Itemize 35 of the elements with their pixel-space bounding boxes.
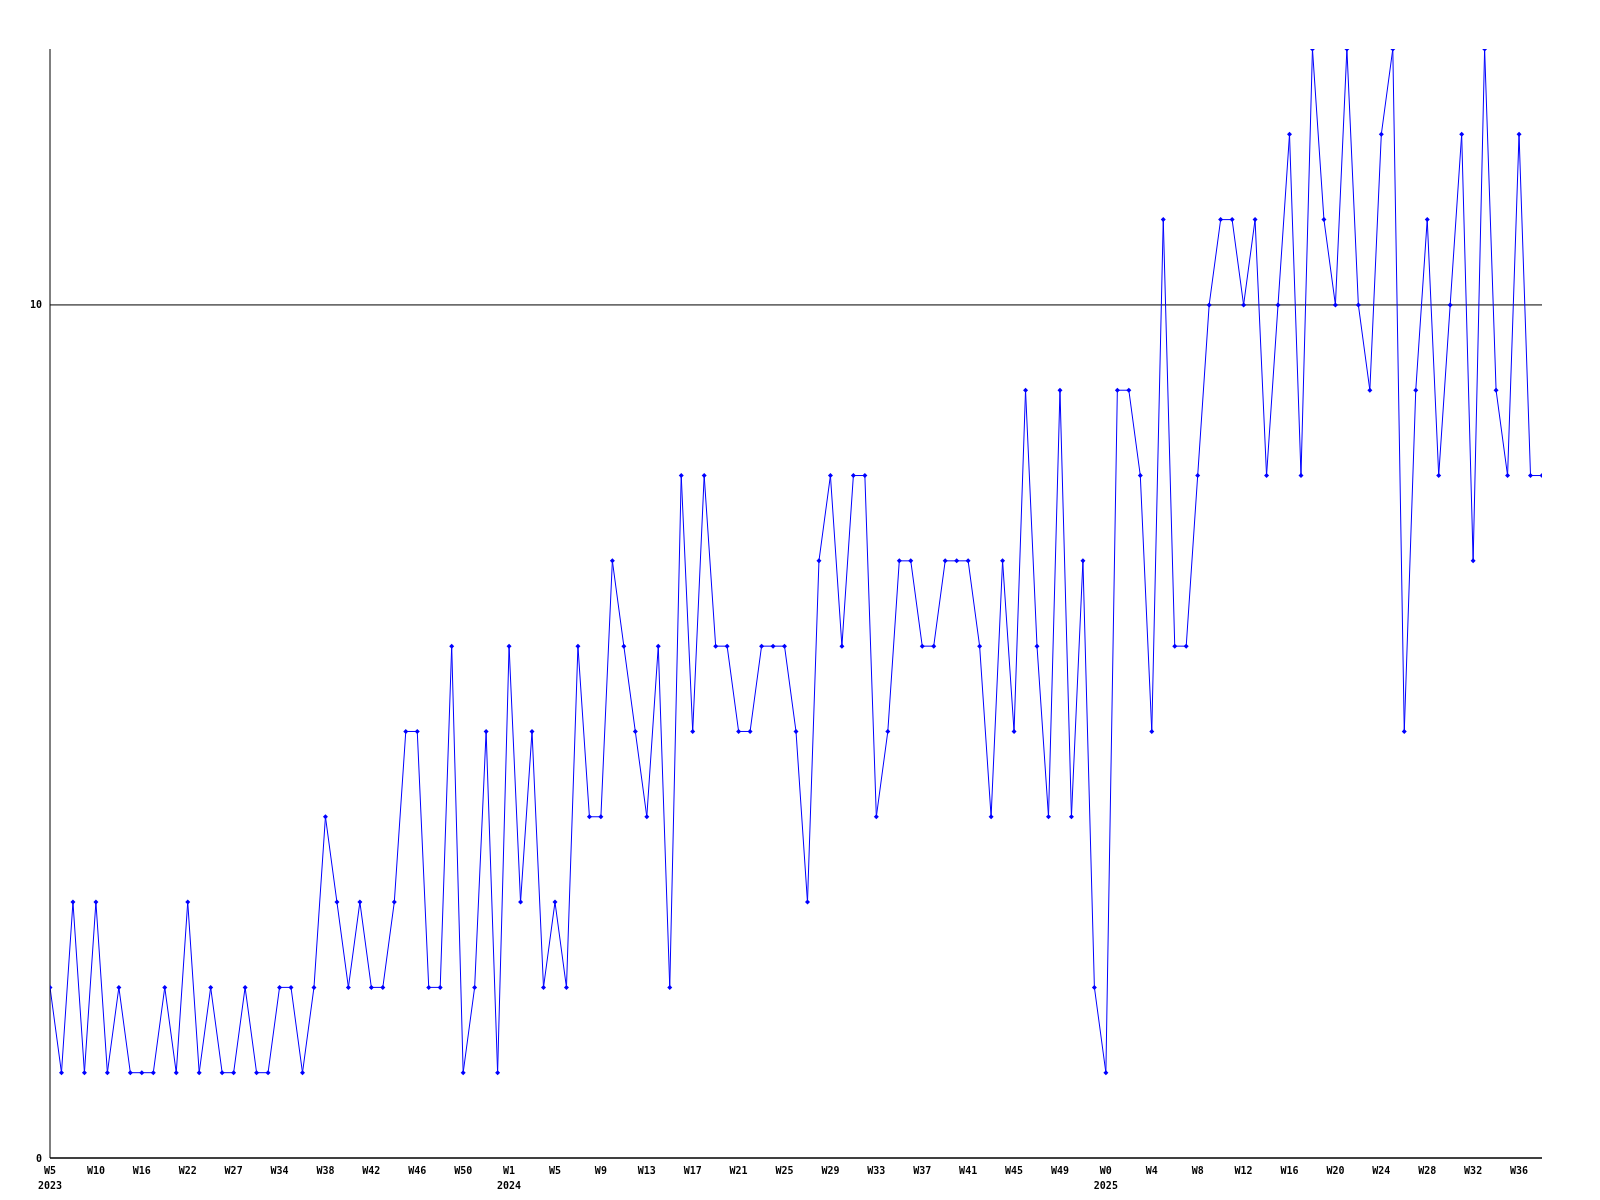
- x-tick-label: W4: [1145, 1165, 1158, 1176]
- x-tick-label: W13: [637, 1165, 656, 1176]
- x-tick-label: W38: [316, 1165, 335, 1176]
- x-tick-label: W5: [548, 1165, 562, 1176]
- x-tick-label: W41: [959, 1165, 978, 1176]
- x-tick-label: W10: [86, 1165, 105, 1176]
- x-tick-label: W32: [1464, 1165, 1483, 1176]
- x-tick-label: W42: [362, 1165, 381, 1176]
- y-tick-label: 0: [35, 1152, 42, 1164]
- x-tick-label: W8: [1191, 1165, 1204, 1176]
- x-tick-label: W22: [178, 1165, 197, 1176]
- x-tick-label: W33: [867, 1165, 886, 1176]
- x-tick-label: W28: [1418, 1165, 1437, 1176]
- x-tick-label: W12: [1234, 1165, 1253, 1176]
- x-tick-label: W34: [270, 1165, 289, 1176]
- x-tick-label: W0 2025: [1093, 1165, 1118, 1191]
- y-tick-label: 10: [29, 299, 42, 311]
- x-tick-label: W49: [1050, 1165, 1069, 1176]
- x-tick-label: W16: [132, 1165, 151, 1176]
- x-tick-label: W9: [594, 1165, 607, 1176]
- x-tick-label: W17: [683, 1165, 702, 1176]
- x-tick-label: W20: [1326, 1165, 1345, 1176]
- x-tick-label: W50: [454, 1165, 473, 1176]
- x-tick-label: W21: [729, 1165, 748, 1176]
- x-tick-label: W16: [1280, 1165, 1299, 1176]
- x-tick-label: W25: [775, 1165, 794, 1176]
- x-tick-label: W5 2023: [37, 1165, 63, 1191]
- x-tick-label: W36: [1510, 1165, 1529, 1176]
- x-tick-label: W27: [224, 1165, 243, 1176]
- x-tick-label: W29: [821, 1165, 840, 1176]
- x-tick-label: W45: [1005, 1165, 1024, 1176]
- x-tick-label: W37: [913, 1165, 932, 1176]
- x-tick-label: W24: [1372, 1165, 1391, 1176]
- x-tick-label: W1 2024: [497, 1165, 522, 1191]
- x-tick-label: W46: [408, 1165, 427, 1176]
